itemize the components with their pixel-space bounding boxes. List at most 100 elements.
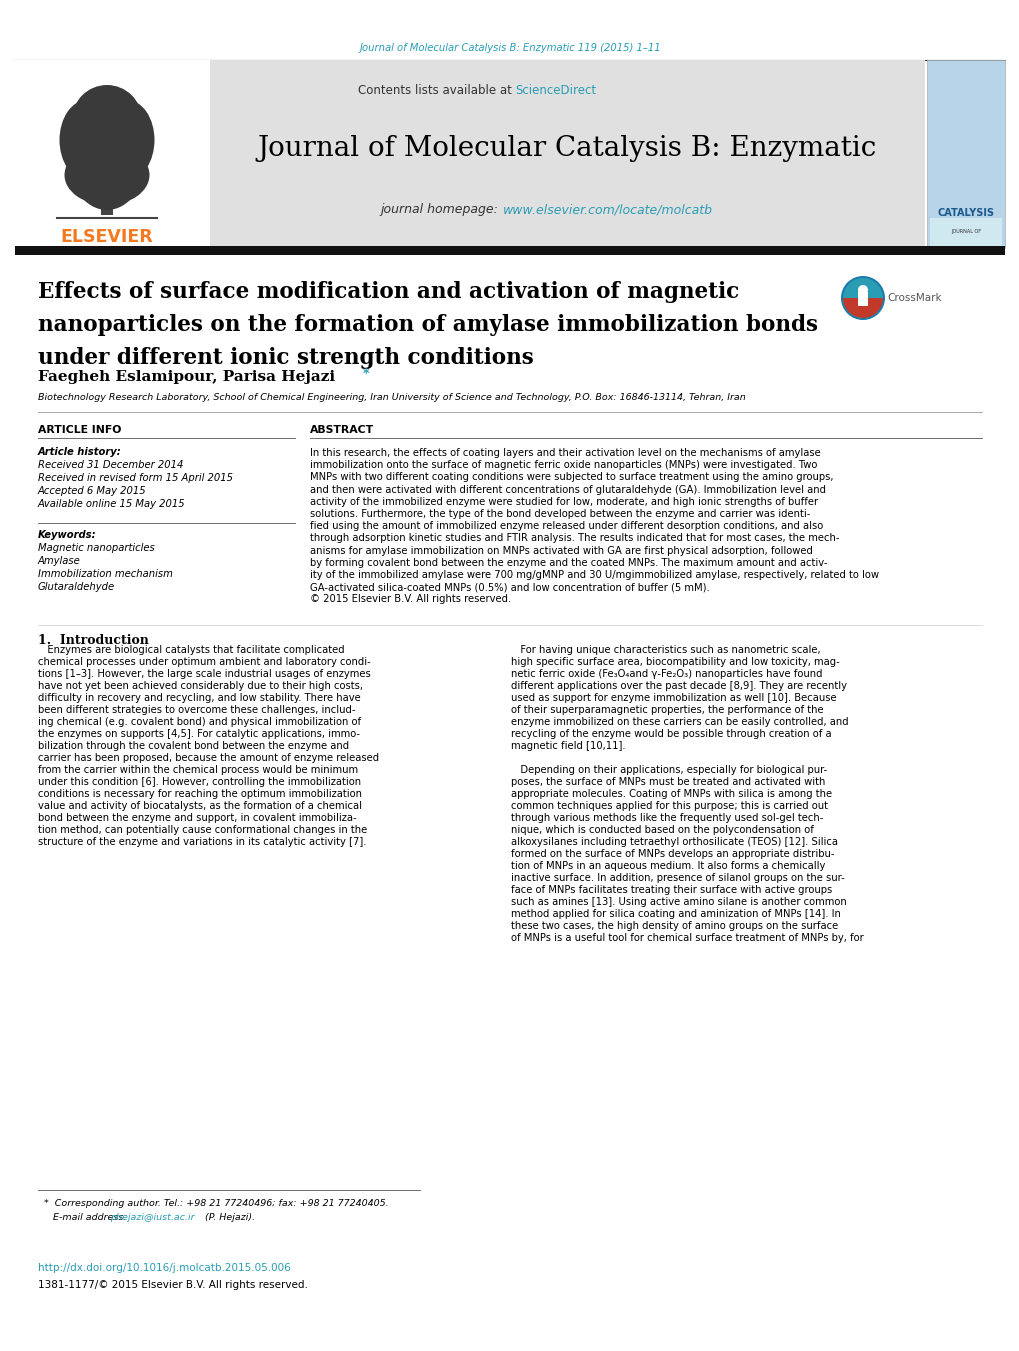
Text: enzyme immobilized on these carriers can be easily controlled, and: enzyme immobilized on these carriers can… xyxy=(511,717,848,727)
Text: tions [1–3]. However, the large scale industrial usages of enzymes: tions [1–3]. However, the large scale in… xyxy=(38,669,370,680)
Text: of their superparamagnetic properties, the performance of the: of their superparamagnetic properties, t… xyxy=(511,705,822,715)
Text: by forming covalent bond between the enzyme and the coated MNPs. The maximum amo: by forming covalent bond between the enz… xyxy=(310,558,826,567)
Bar xyxy=(101,180,113,215)
Text: solutions. Furthermore, the type of the bond developed between the enzyme and ca: solutions. Furthermore, the type of the … xyxy=(310,509,809,519)
Ellipse shape xyxy=(72,85,142,155)
Text: inactive surface. In addition, presence of silanol groups on the sur-: inactive surface. In addition, presence … xyxy=(511,873,844,884)
Text: tion of MNPs in an aqueous medium. It also forms a chemically: tion of MNPs in an aqueous medium. It al… xyxy=(511,861,824,871)
Text: from the carrier within the chemical process would be minimum: from the carrier within the chemical pro… xyxy=(38,765,358,775)
Text: Journal of Molecular Catalysis B: Enzymatic: Journal of Molecular Catalysis B: Enzyma… xyxy=(258,135,876,162)
Text: nanoparticles on the formation of amylase immobilization bonds: nanoparticles on the formation of amylas… xyxy=(38,313,817,336)
Text: JOURNAL OF: JOURNAL OF xyxy=(950,230,980,235)
Text: formed on the surface of MNPs develops an appropriate distribu-: formed on the surface of MNPs develops a… xyxy=(511,848,834,859)
Text: magnetic field [10,11].: magnetic field [10,11]. xyxy=(511,740,625,751)
Text: ity of the immobilized amylase were 700 mg/gMNP and 30 U/mgimmobilized amylase, : ity of the immobilized amylase were 700 … xyxy=(310,570,878,580)
Text: bilization through the covalent bond between the enzyme and: bilization through the covalent bond bet… xyxy=(38,740,348,751)
Text: Biotechnology Research Laboratory, School of Chemical Engineering, Iran Universi: Biotechnology Research Laboratory, Schoo… xyxy=(38,393,745,401)
Text: Journal of Molecular Catalysis B: Enzymatic 119 (2015) 1–11: Journal of Molecular Catalysis B: Enzyma… xyxy=(359,43,660,53)
Bar xyxy=(15,59,210,249)
Text: MNPs with two different coating conditions were subjected to surface treatment u: MNPs with two different coating conditio… xyxy=(310,473,833,482)
Bar xyxy=(210,59,924,249)
Text: Contents lists available at: Contents lists available at xyxy=(358,84,515,96)
Text: Magnetic nanoparticles: Magnetic nanoparticles xyxy=(38,543,155,553)
Ellipse shape xyxy=(100,100,154,180)
Text: ELSEVIER: ELSEVIER xyxy=(60,228,153,246)
Text: of MNPs is a useful tool for chemical surface treatment of MNPs by, for: of MNPs is a useful tool for chemical su… xyxy=(511,934,863,943)
Text: 1381-1177/© 2015 Elsevier B.V. All rights reserved.: 1381-1177/© 2015 Elsevier B.V. All right… xyxy=(38,1279,308,1290)
Text: CrossMark: CrossMark xyxy=(887,293,941,303)
Text: such as amines [13]. Using active amino silane is another common: such as amines [13]. Using active amino … xyxy=(511,897,846,907)
Text: Article history:: Article history: xyxy=(38,447,121,457)
Bar xyxy=(926,59,1004,249)
Text: common techniques applied for this purpose; this is carried out: common techniques applied for this purpo… xyxy=(511,801,827,811)
Text: tion method, can potentially cause conformational changes in the: tion method, can potentially cause confo… xyxy=(38,825,367,835)
Text: and then were activated with different concentrations of glutaraldehyde (GA). Im: and then were activated with different c… xyxy=(310,485,825,494)
Text: ScienceDirect: ScienceDirect xyxy=(515,84,596,96)
Text: ing chemical (e.g. covalent bond) and physical immobilization of: ing chemical (e.g. covalent bond) and ph… xyxy=(38,717,361,727)
Text: carrier has been proposed, because the amount of enzyme released: carrier has been proposed, because the a… xyxy=(38,753,379,763)
Circle shape xyxy=(841,276,884,320)
Text: Depending on their applications, especially for biological pur-: Depending on their applications, especia… xyxy=(511,765,826,775)
Text: Available online 15 May 2015: Available online 15 May 2015 xyxy=(38,499,185,509)
Bar xyxy=(15,246,1004,255)
Text: In this research, the effects of coating layers and their activation level on th: In this research, the effects of coating… xyxy=(310,449,820,458)
Text: activity of the immobilized enzyme were studied for low, moderate, and high ioni: activity of the immobilized enzyme were … xyxy=(310,497,817,507)
Ellipse shape xyxy=(64,145,150,205)
Text: poses, the surface of MNPs must be treated and activated with: poses, the surface of MNPs must be treat… xyxy=(511,777,824,788)
Text: conditions is necessary for reaching the optimum immobilization: conditions is necessary for reaching the… xyxy=(38,789,362,798)
Text: Received in revised form 15 April 2015: Received in revised form 15 April 2015 xyxy=(38,473,232,484)
Text: alkoxysilanes including tetraethyl orthosilicate (TEOS) [12]. Silica: alkoxysilanes including tetraethyl ortho… xyxy=(511,838,838,847)
Text: Effects of surface modification and activation of magnetic: Effects of surface modification and acti… xyxy=(38,281,739,303)
Text: face of MNPs facilitates treating their surface with active groups: face of MNPs facilitates treating their … xyxy=(511,885,832,894)
Text: under different ionic strength conditions: under different ionic strength condition… xyxy=(38,347,533,369)
Circle shape xyxy=(842,278,882,317)
Text: journal homepage:: journal homepage: xyxy=(380,204,502,216)
Text: appropriate molecules. Coating of MNPs with silica is among the: appropriate molecules. Coating of MNPs w… xyxy=(511,789,832,798)
Text: been different strategies to overcome these challenges, includ-: been different strategies to overcome th… xyxy=(38,705,356,715)
Text: structure of the enzyme and variations in its catalytic activity [7].: structure of the enzyme and variations i… xyxy=(38,838,366,847)
Text: have not yet been achieved considerably due to their high costs,: have not yet been achieved considerably … xyxy=(38,681,363,690)
Text: these two cases, the high density of amino groups on the surface: these two cases, the high density of ami… xyxy=(511,921,838,931)
Text: Faegheh Eslamipour, Parisa Hejazi: Faegheh Eslamipour, Parisa Hejazi xyxy=(38,370,335,384)
Text: Enzymes are biological catalysts that facilitate complicated: Enzymes are biological catalysts that fa… xyxy=(38,644,344,655)
Text: E-mail address:: E-mail address: xyxy=(38,1212,129,1221)
Text: © 2015 Elsevier B.V. All rights reserved.: © 2015 Elsevier B.V. All rights reserved… xyxy=(310,594,511,604)
Text: value and activity of biocatalysts, as the formation of a chemical: value and activity of biocatalysts, as t… xyxy=(38,801,362,811)
Text: ABSTRACT: ABSTRACT xyxy=(310,426,374,435)
Text: For having unique characteristics such as nanometric scale,: For having unique characteristics such a… xyxy=(511,644,820,655)
Text: http://dx.doi.org/10.1016/j.molcatb.2015.05.006: http://dx.doi.org/10.1016/j.molcatb.2015… xyxy=(38,1263,290,1273)
Ellipse shape xyxy=(67,100,147,209)
Text: ARTICLE INFO: ARTICLE INFO xyxy=(38,426,121,435)
Text: anisms for amylase immobilization on MNPs activated with GA are first physical a: anisms for amylase immobilization on MNP… xyxy=(310,546,812,555)
Wedge shape xyxy=(842,299,882,317)
Text: method applied for silica coating and aminization of MNPs [14]. In: method applied for silica coating and am… xyxy=(511,909,840,919)
Text: GA-activated silica-coated MNPs (0.5%) and low concentration of buffer (5 mM).: GA-activated silica-coated MNPs (0.5%) a… xyxy=(310,582,709,592)
Ellipse shape xyxy=(59,100,114,180)
Circle shape xyxy=(857,285,867,295)
Text: fied using the amount of immobilized enzyme released under different desorption : fied using the amount of immobilized enz… xyxy=(310,521,822,531)
Text: nique, which is conducted based on the polycondensation of: nique, which is conducted based on the p… xyxy=(511,825,813,835)
Text: CATALYSIS: CATALYSIS xyxy=(936,208,994,218)
Text: the enzymes on supports [4,5]. For catalytic applications, immo-: the enzymes on supports [4,5]. For catal… xyxy=(38,730,360,739)
Bar xyxy=(929,220,1001,245)
Text: *  Corresponding author. Tel.: +98 21 77240496; fax: +98 21 77240405.: * Corresponding author. Tel.: +98 21 772… xyxy=(38,1200,388,1209)
Text: Glutaraldehyde: Glutaraldehyde xyxy=(38,582,115,592)
Text: Keywords:: Keywords: xyxy=(38,530,97,540)
Bar xyxy=(857,292,867,305)
Text: through adsorption kinetic studies and FTIR analysis. The results indicated that: through adsorption kinetic studies and F… xyxy=(310,534,839,543)
Text: chemical processes under optimum ambient and laboratory condi-: chemical processes under optimum ambient… xyxy=(38,657,370,667)
Text: bond between the enzyme and support, in covalent immobiliza-: bond between the enzyme and support, in … xyxy=(38,813,357,823)
Text: www.elsevier.com/locate/molcatb: www.elsevier.com/locate/molcatb xyxy=(502,204,712,216)
Text: Amylase: Amylase xyxy=(38,557,81,566)
Text: under this condition [6]. However, controlling the immobilization: under this condition [6]. However, contr… xyxy=(38,777,361,788)
Text: recycling of the enzyme would be possible through creation of a: recycling of the enzyme would be possibl… xyxy=(511,730,830,739)
Text: 1.  Introduction: 1. Introduction xyxy=(38,635,149,647)
Text: Received 31 December 2014: Received 31 December 2014 xyxy=(38,459,183,470)
Text: Immobilization mechanism: Immobilization mechanism xyxy=(38,569,172,580)
Text: immobilization onto the surface of magnetic ferric oxide nanoparticles (MNPs) we: immobilization onto the surface of magne… xyxy=(310,461,816,470)
Text: phejazi@iust.ac.ir: phejazi@iust.ac.ir xyxy=(110,1212,195,1221)
Text: *: * xyxy=(363,367,369,381)
Text: through various methods like the frequently used sol-gel tech-: through various methods like the frequen… xyxy=(511,813,822,823)
Text: Accepted 6 May 2015: Accepted 6 May 2015 xyxy=(38,486,147,496)
Bar xyxy=(929,218,1001,249)
